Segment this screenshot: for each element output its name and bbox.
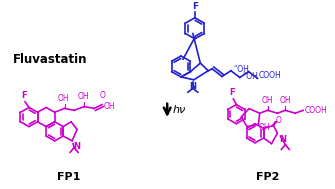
Text: F: F — [192, 2, 198, 11]
Text: ''OH: ''OH — [242, 72, 258, 81]
Text: COOH: COOH — [259, 71, 281, 80]
Text: FP2: FP2 — [256, 172, 280, 182]
Text: O: O — [275, 116, 281, 125]
Text: N: N — [73, 142, 80, 151]
Text: O: O — [100, 91, 106, 100]
Text: hν: hν — [172, 105, 185, 115]
Text: FP1: FP1 — [57, 172, 80, 182]
Text: Fluvastatin: Fluvastatin — [13, 53, 88, 66]
Text: OH: OH — [279, 96, 291, 105]
Text: OH: OH — [58, 94, 69, 103]
Text: F: F — [229, 88, 235, 97]
Text: N: N — [189, 82, 196, 91]
Text: ''OH: ''OH — [233, 65, 249, 74]
Text: OH: OH — [77, 92, 89, 101]
Text: COOH: COOH — [305, 106, 328, 115]
Text: OH: OH — [104, 102, 116, 111]
Text: F: F — [21, 91, 27, 100]
Text: OH: OH — [259, 123, 271, 132]
Text: OH: OH — [262, 96, 273, 105]
Text: N: N — [279, 135, 286, 144]
